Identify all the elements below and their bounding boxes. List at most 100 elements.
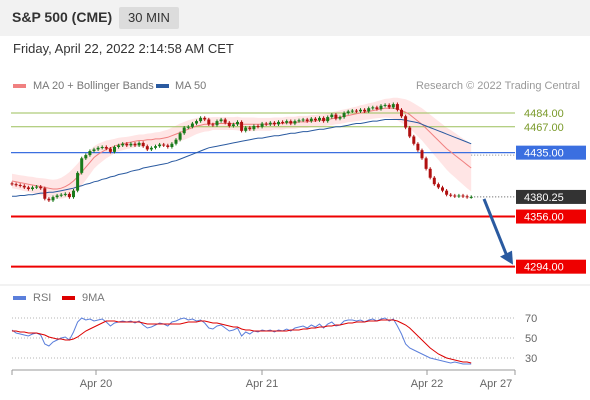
candle-body — [248, 127, 252, 130]
timestamp: Friday, April 22, 2022 2:14:58 AM CET — [13, 41, 234, 56]
candle-body — [293, 121, 297, 124]
rsi-line — [11, 317, 472, 365]
candle-body — [125, 143, 129, 146]
candle-body — [244, 127, 248, 131]
candle-body — [272, 122, 276, 125]
candle-body — [223, 119, 227, 123]
ma9-legend-label: 9MA — [82, 292, 105, 304]
candle-body — [22, 185, 26, 188]
candle-body — [186, 126, 190, 128]
x-tick-label: Apr 22 — [411, 378, 443, 390]
candle-body — [453, 195, 457, 197]
candle-body — [55, 195, 59, 198]
candle-body — [461, 195, 465, 197]
rsi-tick-30: 30 — [525, 353, 537, 365]
candle-body — [420, 150, 424, 159]
candle-body — [137, 142, 141, 146]
candle-body — [436, 184, 440, 188]
candle-body — [117, 145, 121, 147]
candle-body — [162, 144, 166, 146]
candle-body — [92, 149, 96, 152]
candle-body — [285, 121, 289, 123]
candle-body — [281, 121, 285, 123]
candle-body — [449, 194, 453, 196]
forecast-arrowhead — [500, 250, 513, 265]
candle-body — [67, 193, 71, 198]
candle-body — [63, 193, 67, 195]
candle-body — [141, 142, 145, 147]
support-label-5: 4294.00 — [524, 262, 564, 274]
candle-body — [350, 110, 354, 112]
candle-body — [256, 125, 260, 127]
rsi-tick-50: 50 — [525, 333, 537, 345]
candle-body — [149, 147, 153, 150]
candle-body — [264, 123, 268, 125]
candle-body — [195, 121, 198, 124]
candle-body — [400, 109, 403, 117]
candle-body — [432, 177, 436, 185]
candle-body — [43, 188, 47, 199]
ma20-legend-label: MA 20 + Bollinger Bands — [33, 80, 154, 92]
candle-body — [457, 195, 461, 197]
candle-body — [154, 146, 157, 148]
rsi-legend-swatch — [13, 296, 26, 300]
candle-body — [166, 145, 170, 147]
x-tick-label: Apr 27 — [480, 378, 512, 390]
candle-body — [121, 143, 125, 146]
candle-body — [178, 133, 182, 140]
candle-body — [383, 104, 387, 106]
resistance-label-1: 4467.00 — [524, 122, 564, 134]
candle-body — [240, 121, 244, 131]
level-label-box-5 — [516, 259, 586, 274]
candle-body — [96, 147, 100, 150]
x-axis: Apr 20 Apr 21 Apr 22 Apr 27 — [11, 369, 516, 390]
instrument-title: S&P 500 (CME) — [12, 9, 113, 25]
candle-body — [51, 197, 55, 201]
candle-body — [104, 146, 108, 149]
candle-body — [219, 119, 223, 122]
candle-body — [363, 109, 367, 112]
candle-body — [100, 146, 104, 148]
candle-body — [231, 124, 235, 126]
rsi-ma9-line — [12, 319, 472, 364]
candle-body — [313, 118, 317, 121]
candle-body — [145, 146, 149, 150]
candles-layer — [10, 102, 513, 265]
rsi-legend-label: RSI — [33, 292, 52, 304]
level-label-box-4 — [516, 209, 586, 224]
candle-body — [379, 105, 383, 109]
candle-body — [174, 139, 178, 144]
candle-body — [465, 196, 469, 198]
candle-body — [289, 121, 293, 124]
candle-body — [334, 114, 338, 119]
candle-body — [108, 148, 112, 152]
candle-body — [322, 117, 326, 122]
candle-body — [59, 194, 63, 196]
candle-body — [26, 187, 30, 190]
candle-body — [330, 114, 334, 118]
candle-body — [10, 183, 14, 185]
candle-body — [342, 113, 346, 118]
candle-body — [428, 168, 432, 178]
candle-body — [297, 120, 301, 122]
candle-body — [158, 144, 162, 147]
candle-body — [47, 198, 51, 201]
candle-body — [441, 187, 444, 191]
resistance-label-0: 4484.00 — [524, 108, 564, 120]
level-labels-layer: 4484.00 4467.00 4435.00 4380.25 4356.00 4294.… — [516, 108, 586, 274]
candle-body — [113, 146, 116, 152]
ma50-legend-swatch — [156, 84, 169, 88]
candle-body — [338, 117, 342, 119]
candle-body — [309, 118, 313, 122]
timeframe-button[interactable]: 30 MIN — [119, 7, 179, 29]
pivot-label-2: 4435.00 — [524, 148, 564, 160]
candle-body — [424, 158, 428, 169]
candle-body — [76, 172, 80, 191]
level-label-box-3 — [516, 189, 586, 204]
candle-body — [18, 185, 22, 186]
candle-body — [14, 184, 18, 186]
candle-body — [326, 117, 330, 122]
candle-body — [211, 124, 215, 126]
ma50-legend-label: MA 50 — [175, 80, 207, 92]
